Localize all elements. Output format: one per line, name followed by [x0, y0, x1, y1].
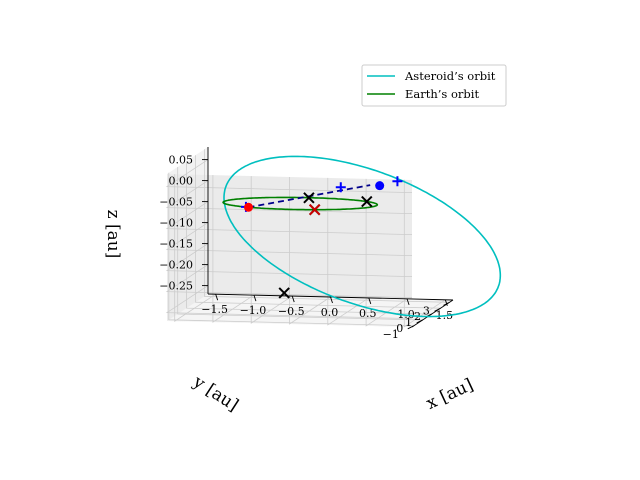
y-tick-label: −1: [383, 328, 399, 341]
z-tick-label: −0.20: [159, 259, 193, 272]
x-tick-mark: [444, 299, 448, 306]
grid-line-x-1: [212, 175, 255, 323]
x-tick-label: 0.5: [359, 307, 377, 320]
x-tick-mark: [406, 298, 410, 306]
x-tick-label: −1.0: [240, 304, 267, 317]
grid-line-z-6: [165, 285, 413, 319]
axis-lines: [202, 147, 454, 330]
grid-line-x-5: [365, 178, 408, 327]
x-axis-label: x [au]: [423, 375, 476, 414]
x-tick-label: −0.5: [278, 305, 305, 318]
x-tick-mark: [253, 294, 257, 302]
z-tick-label: −0.05: [159, 196, 193, 209]
y-tick-mark: [434, 307, 441, 312]
grid-line-x-6: [403, 179, 446, 328]
grid-line-x-2: [250, 176, 293, 324]
grid-line-y-2: [186, 161, 432, 315]
legend-label-earth: Earth’s orbit: [405, 87, 479, 101]
plus-marker: [392, 176, 403, 187]
plus-marker: [335, 182, 346, 193]
orbit-line-0: [223, 155, 502, 318]
z-tick-label: 0.05: [169, 154, 194, 167]
legend-frame: [361, 64, 507, 107]
x-tick-mark: [291, 295, 295, 303]
orbit-line-1: [222, 196, 379, 211]
legend-label-asteroid: Asteroid’s orbit: [404, 69, 496, 83]
grid-line-y-1: [177, 167, 423, 321]
y-tick-label: 1: [405, 316, 412, 329]
legend: Asteroid’s orbit Earth’s orbit: [361, 64, 507, 107]
y-tick-mark: [443, 301, 450, 306]
axis-panes: [167, 147, 453, 327]
grid-line-y-0: [168, 172, 414, 327]
x-tick-mark: [368, 297, 372, 305]
grid-line-z-1: [165, 180, 413, 214]
dot-marker: [375, 181, 385, 191]
z-axis-label: z [au]: [103, 210, 123, 259]
x-tick-label: 0.0: [321, 306, 339, 319]
orbit-markers: [240, 176, 403, 299]
grid-line-z-2: [165, 201, 413, 235]
x-tick-mark: [215, 294, 219, 301]
z-tick-label: −0.10: [159, 217, 193, 230]
grid-line-z-3: [165, 222, 413, 256]
z-tick-label: −0.15: [159, 238, 193, 251]
z-tick-label: 0.00: [169, 175, 194, 188]
grid-line-x-4: [327, 177, 370, 326]
y-tick-label: 3: [423, 304, 430, 317]
grid-line-x-3: [289, 177, 331, 325]
grid-line-y-4: [203, 149, 450, 303]
y-axis-line: [411, 299, 454, 328]
x-marker: [308, 203, 321, 216]
z-tick-label: −0.25: [159, 280, 193, 293]
grid-line-z-0: [165, 159, 413, 193]
dot-marker: [243, 202, 253, 212]
y-tick-mark: [416, 319, 423, 324]
y-tick-mark: [407, 325, 414, 330]
x-tick-label: 1.0: [397, 308, 415, 321]
x-marker: [303, 192, 315, 204]
x-tick-label: −1.5: [201, 303, 228, 316]
x-marker: [361, 195, 373, 208]
y-axis-label: y [au]: [189, 371, 242, 415]
grid-line-z-4: [165, 243, 413, 277]
y-tick-label: 0: [396, 322, 403, 335]
x-tick-mark: [330, 296, 333, 304]
x-marker: [278, 287, 290, 299]
